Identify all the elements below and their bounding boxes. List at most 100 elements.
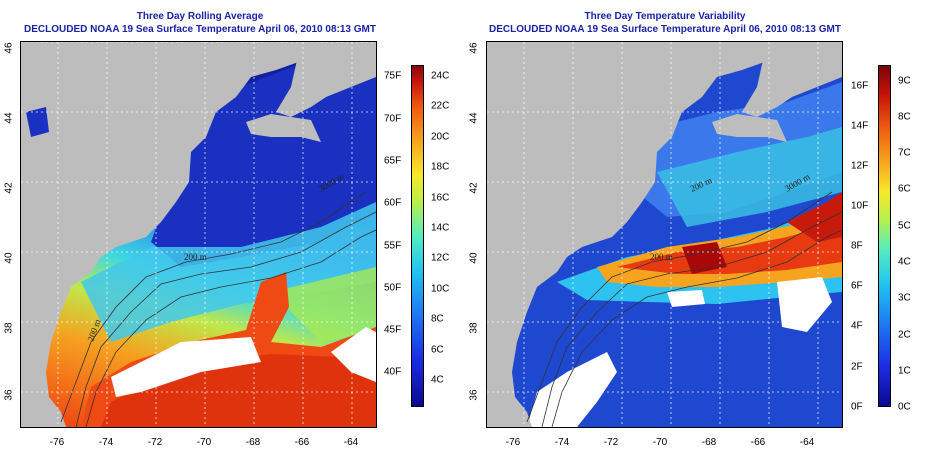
right-high-variability [617,222,842,274]
left-contour-label-200m: 200 m [184,252,207,262]
left-lat-label: 44 [3,112,15,124]
left-colorbar-f-label: 40F [384,366,402,378]
left-colorbar-c-label: 20C [431,131,450,143]
right-colorbar-f-label: 4F [851,320,863,332]
left-cloud-gap-east [331,327,376,382]
right-colorbar-f-label: 12F [851,160,869,172]
left-lat-label: 36 [3,389,15,401]
left-colorbar-c-label: 12C [431,252,450,264]
left-lon-label: -64 [343,437,359,448]
left-lat-label: 38 [3,322,15,334]
right-lat-label: 44 [468,112,480,124]
right-isobath-200 [526,191,833,423]
left-colorbar-f-label: 75F [384,70,402,82]
left-map-subtitle: DECLOUDED NOAA 19 Sea Surface Temperatur… [24,24,376,35]
left-lat-label: 42 [3,182,15,194]
right-peak-variability-east [787,192,842,242]
right-colorbar-c-label: 8C [898,111,911,123]
left-colorbar-f-label: 70F [384,113,402,125]
right-lat-label: 46 [468,42,480,54]
right-colorbar-f-label: 14F [851,120,869,132]
right-map-title: Three Day Temperature Variability [584,11,746,22]
left-inland-water [26,107,49,137]
right-shelf-variability [657,127,842,227]
right-lon-label: -72 [603,437,619,448]
left-lon-label: -70 [196,437,212,448]
left-colorbar-c-label: 10C [431,283,450,295]
right-colorbar [878,65,891,407]
right-land-us [487,42,797,427]
left-lon-label: -66 [294,437,310,448]
left-lat-label: 40 [3,252,15,264]
left-isobath-3000 [85,229,376,427]
right-cloud-gap [527,352,617,427]
left-colorbar-c-label: 24C [431,70,450,82]
right-colorbar-c-label: 6C [898,183,911,195]
left-sst-map[interactable]: 200 m 200 m 3000 m [20,41,377,428]
right-peak-variability [682,242,727,274]
right-isobath-1000 [541,211,842,427]
left-colorbar-c-label: 4C [431,374,444,386]
left-colorbar-c-label: 16C [431,192,450,204]
right-colorbar-f-label: 2F [851,361,863,373]
left-colorbar-f-label: 60F [384,197,402,209]
left-slope-water [81,202,376,342]
left-lon-label: -76 [49,437,65,448]
right-graticule [487,42,842,427]
left-colorbar-c-label: 14C [431,222,450,234]
right-land-nova-scotia [742,42,842,117]
right-colorbar-c-label: 2C [898,329,911,341]
right-isobath-3000 [551,229,842,427]
right-lat-label: 36 [468,389,480,401]
right-lon-label: -74 [554,437,570,448]
left-lon-label: -72 [147,437,163,448]
left-colorbar-c-label: 6C [431,344,444,356]
right-colorbar-f-label: 8F [851,240,863,252]
right-lon-label: -68 [701,437,717,448]
right-colorbar-f-label: 0F [851,401,863,413]
right-colorbar-c-label: 5C [898,220,911,232]
right-colorbar-c-label: 9C [898,75,911,87]
right-colorbar-c-label: 0C [898,401,911,413]
right-lon-label: -64 [799,437,815,448]
left-colorbar-f-label: 55F [384,240,402,252]
left-colorbar-f-label: 45F [384,324,402,336]
right-lon-label: -66 [750,437,766,448]
right-lat-label: 38 [468,322,480,334]
left-isobath-1000 [75,211,376,427]
left-land-nova-scotia [276,42,376,117]
left-colorbar-c-label: 22C [431,100,450,112]
right-colorbar-f-label: 10F [851,200,869,212]
left-cloud-gap [111,337,261,397]
left-lon-label: -74 [98,437,114,448]
right-lon-label: -76 [505,437,521,448]
left-colorbar-c-label: 8C [431,313,444,325]
right-variability-map-canvas: 200 m 200 m 3000 m [487,42,842,427]
left-land-us [21,42,331,427]
right-map-subtitle: DECLOUDED NOAA 19 Sea Surface Temperatur… [489,24,841,35]
right-colorbar-f-label: 16F [851,80,869,92]
left-warm-band [271,267,376,342]
right-colorbar-c-label: 1C [898,365,911,377]
left-lat-label: 46 [3,42,15,54]
right-lat-label: 42 [468,182,480,194]
right-cloud-gap-center [667,290,705,307]
right-lon-label: -70 [652,437,668,448]
left-map-title: Three Day Rolling Average [136,11,264,22]
right-lat-label: 40 [468,252,480,264]
right-colorbar-c-label: 4C [898,256,911,268]
left-sst-map-canvas: 200 m 200 m 3000 m [21,42,376,427]
left-isobath-200 [60,191,367,423]
right-colorbar-c-label: 3C [898,292,911,304]
right-variability-map[interactable]: 200 m 200 m 3000 m [486,41,843,428]
left-gulf-stream-core [101,352,376,427]
right-colorbar-f-label: 6F [851,280,863,292]
left-graticule [21,42,376,427]
left-colorbar-f-label: 50F [384,282,402,294]
left-colorbar [411,65,424,407]
right-land-gulf-of-maine-shore [712,114,787,142]
left-colorbar-c-label: 18C [431,161,450,173]
right-colorbar-c-label: 7C [898,147,911,159]
left-land-gulf-of-maine-shore [246,114,321,142]
left-colorbar-f-label: 65F [384,155,402,167]
